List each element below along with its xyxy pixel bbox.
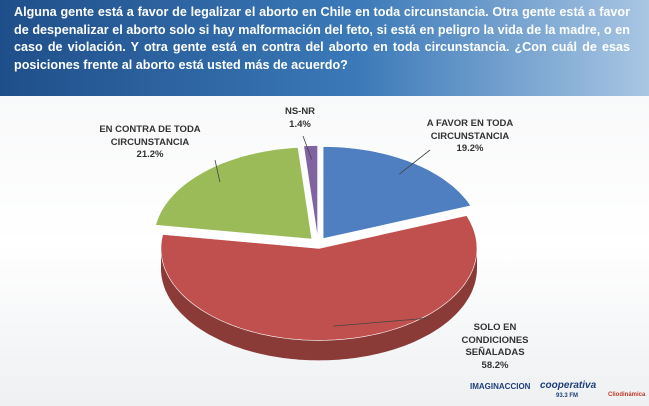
logo: IMAGINACCION — [470, 382, 531, 391]
leader-line — [333, 317, 431, 327]
leader-line — [214, 159, 221, 183]
slice — [322, 146, 472, 239]
logo: 93.3 FM — [556, 393, 579, 399]
leader-line — [399, 149, 431, 175]
slice-label: SOLO EN CONDICIONES SEÑALADAS — [461, 322, 529, 358]
value-label: 1.4% — [289, 119, 311, 130]
value-label: 19.2% — [456, 143, 484, 154]
value-label: 58.2% — [481, 360, 509, 371]
value-label: 21.2% — [136, 149, 164, 160]
slice — [155, 147, 313, 240]
logo: Cliodinámica — [608, 392, 646, 398]
leader-line — [302, 135, 313, 160]
slice-label: NS-NR — [284, 106, 316, 117]
logo: cooperativa — [540, 380, 597, 391]
slice-label: EN CONTRA DE TODA CIRCUNSTANCIA — [99, 124, 201, 148]
header-banner: Alguna gente está a favor de legalizar e… — [0, 0, 649, 96]
slice — [160, 215, 478, 341]
slice-side — [161, 248, 477, 361]
slice-label: A FAVOR EN TODA CIRCUNSTANCIA — [426, 118, 514, 142]
chart-title: Alguna gente está a favor de legalizar e… — [14, 5, 630, 72]
slice — [303, 145, 318, 238]
